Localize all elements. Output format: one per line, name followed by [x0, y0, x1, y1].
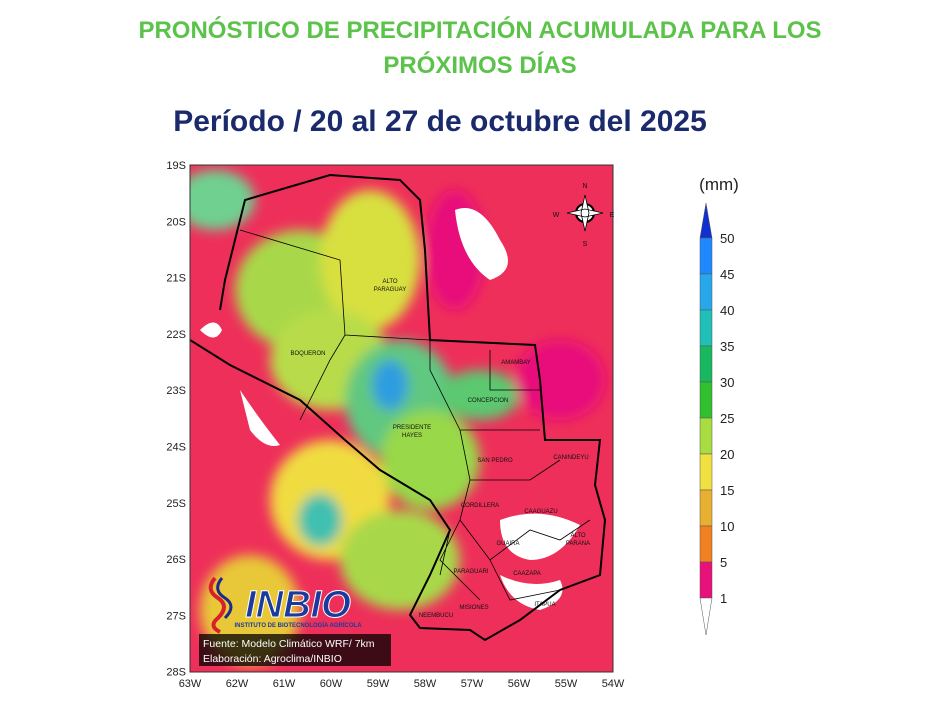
- region-label: HAYES: [402, 433, 422, 439]
- region-label: CORDILLERA: [461, 503, 499, 509]
- colorbar-label: 20: [720, 447, 734, 462]
- region-label: MISIONES: [459, 605, 488, 611]
- lat-label: 24S: [166, 442, 186, 454]
- colorbar-bottom: [699, 597, 713, 636]
- region-label: ALTO: [570, 533, 585, 539]
- lat-label: 22S: [166, 329, 186, 341]
- lon-label: 61W: [273, 678, 296, 690]
- lat-label: 27S: [166, 610, 186, 622]
- region-label: CONCEPCION: [468, 398, 509, 404]
- region-label: CANINDEYU: [553, 455, 588, 461]
- colorbar-band: [699, 273, 713, 311]
- logo: [208, 576, 233, 634]
- region-label: GUAIRA: [496, 541, 519, 547]
- lon-label: 57W: [461, 678, 484, 690]
- colorbar-band: [699, 561, 713, 599]
- region-label: CAAZAPA: [513, 571, 541, 577]
- lon-label: 59W: [367, 678, 390, 690]
- colorbar-label: 40: [720, 303, 734, 318]
- lon-label: 58W: [414, 678, 437, 690]
- colorbar-band: [699, 237, 713, 275]
- region-label: PARAGUARI: [454, 569, 489, 575]
- region-label: PRESIDENTE: [393, 425, 431, 431]
- colorbar-band: [699, 381, 713, 419]
- colorbar-band: [699, 489, 713, 527]
- colorbar-label: 45: [720, 267, 734, 282]
- lon-label: 56W: [508, 678, 531, 690]
- lon-label: 63W: [179, 678, 202, 690]
- colorbar-band: [699, 417, 713, 455]
- colorbar: 50 45 40 35 30 25 20 15 10 5 1: [699, 202, 734, 636]
- compass-letter: N: [582, 183, 587, 190]
- lon-label: 60W: [320, 678, 343, 690]
- colorbar-band: [699, 525, 713, 563]
- logo-name: INBIO: [245, 584, 351, 626]
- lon-label: 54W: [602, 678, 625, 690]
- compass-letter: S: [583, 241, 588, 248]
- colorbar-label: 10: [720, 519, 734, 534]
- precip-map: [190, 165, 613, 672]
- lon-label: 62W: [226, 678, 249, 690]
- footer-text: Fuente: Modelo Climático WRF/ 7km: [203, 638, 375, 650]
- lat-label: 28S: [166, 667, 186, 679]
- colorbar-label: 50: [720, 231, 734, 246]
- region-label: ALTO: [382, 279, 397, 285]
- region-label: NEEMBUCU: [419, 613, 453, 619]
- colorbar-top: [699, 202, 713, 239]
- footer-text: Elaboración: Agroclima/INBIO: [203, 653, 342, 665]
- title-line: PRÓXIMOS DÍAS: [383, 51, 576, 79]
- title-line: PRONÓSTICO DE PRECIPITACIÓN ACUMULADA PA…: [138, 16, 821, 44]
- colorbar-label: 5: [720, 555, 727, 570]
- lat-label: 23S: [166, 385, 186, 397]
- footer-box: [199, 634, 391, 666]
- colorbar-band: [699, 453, 713, 491]
- period: Período / 20 al 27 de octubre del 2025: [173, 105, 707, 138]
- region-label: SAN PEDRO: [477, 458, 513, 464]
- region-label: PARANA: [566, 541, 590, 547]
- lat-label: 25S: [166, 498, 186, 510]
- lat-label: 26S: [166, 554, 186, 566]
- colorbar-label: 1: [720, 591, 727, 606]
- compass-letter: E: [610, 212, 615, 219]
- colorbar-label: 35: [720, 339, 734, 354]
- colorbar-label: 15: [720, 483, 734, 498]
- region-label: PARAGUAY: [374, 287, 406, 293]
- compass: [566, 194, 604, 232]
- lon-label: 55W: [555, 678, 578, 690]
- lat-label: 20S: [166, 216, 186, 228]
- compass-letter: W: [553, 212, 560, 219]
- lat-label: 19S: [166, 160, 186, 172]
- colorbar-band: [699, 345, 713, 383]
- region-label: AMAMBAY: [501, 360, 531, 366]
- colorbar-label: 25: [720, 411, 734, 426]
- region-label: CAAGUAZU: [524, 509, 557, 515]
- region-label: ITAPUA: [534, 602, 555, 608]
- colorbar-label: 30: [720, 375, 734, 390]
- map-frame: [189, 164, 614, 673]
- colorbar-band: [699, 309, 713, 347]
- lat-label: 21S: [166, 273, 186, 285]
- region-label: BOQUERON: [290, 351, 325, 357]
- legend-unit: (mm): [699, 175, 739, 194]
- logo-subtitle: INSTITUTO DE BIOTECNOLOGÍA AGRÍCOLA: [234, 621, 362, 629]
